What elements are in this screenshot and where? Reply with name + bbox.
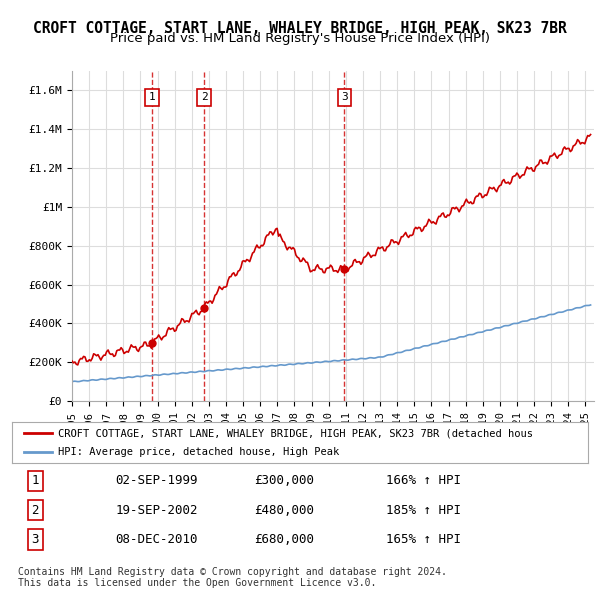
Text: Contains HM Land Registry data © Crown copyright and database right 2024.: Contains HM Land Registry data © Crown c…	[18, 567, 447, 577]
Text: Price paid vs. HM Land Registry's House Price Index (HPI): Price paid vs. HM Land Registry's House …	[110, 32, 490, 45]
Text: 185% ↑ HPI: 185% ↑ HPI	[386, 503, 461, 517]
Text: £680,000: £680,000	[254, 533, 314, 546]
Text: 1: 1	[149, 92, 155, 102]
Text: 165% ↑ HPI: 165% ↑ HPI	[386, 533, 461, 546]
Text: 1: 1	[31, 474, 39, 487]
Text: 2: 2	[31, 503, 39, 517]
Text: 2: 2	[201, 92, 208, 102]
Text: HPI: Average price, detached house, High Peak: HPI: Average price, detached house, High…	[58, 447, 340, 457]
Text: 02-SEP-1999: 02-SEP-1999	[116, 474, 198, 487]
Text: CROFT COTTAGE, START LANE, WHALEY BRIDGE, HIGH PEAK, SK23 7BR (detached hous: CROFT COTTAGE, START LANE, WHALEY BRIDGE…	[58, 428, 533, 438]
Text: This data is licensed under the Open Government Licence v3.0.: This data is licensed under the Open Gov…	[18, 578, 376, 588]
Text: CROFT COTTAGE, START LANE, WHALEY BRIDGE, HIGH PEAK, SK23 7BR: CROFT COTTAGE, START LANE, WHALEY BRIDGE…	[33, 21, 567, 35]
Text: 19-SEP-2002: 19-SEP-2002	[116, 503, 198, 517]
Text: 3: 3	[31, 533, 39, 546]
Text: 08-DEC-2010: 08-DEC-2010	[116, 533, 198, 546]
Text: 3: 3	[341, 92, 348, 102]
Text: £480,000: £480,000	[254, 503, 314, 517]
Text: 166% ↑ HPI: 166% ↑ HPI	[386, 474, 461, 487]
Text: £300,000: £300,000	[254, 474, 314, 487]
